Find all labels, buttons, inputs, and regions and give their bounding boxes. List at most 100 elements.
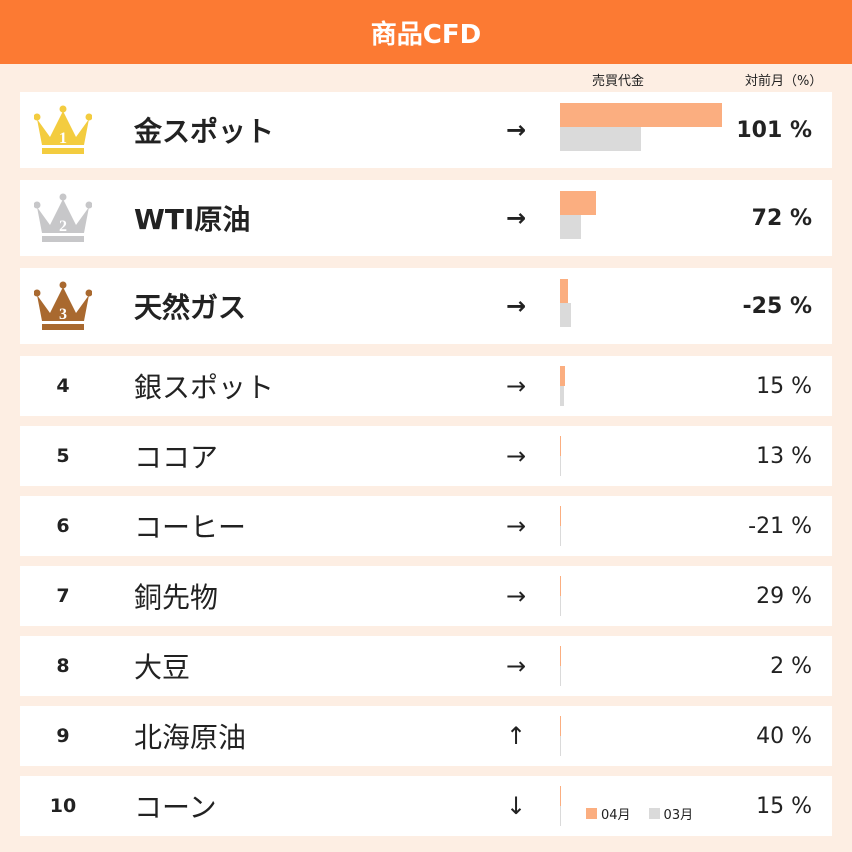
arrow-right-icon: →: [505, 512, 527, 540]
crown-icon: 3: [34, 281, 92, 330]
bar-current-month: [560, 191, 596, 215]
product-name: 金スポット: [134, 115, 275, 148]
bar-current-month: [560, 576, 561, 596]
bar-current-month: [560, 786, 561, 806]
rank-number: 7: [56, 585, 70, 607]
ranking-row: 3 天然ガス → -25 %: [20, 268, 832, 344]
arrow-right-icon: →: [505, 372, 527, 400]
bar-current-month: [560, 646, 561, 666]
volume-bars: [560, 776, 730, 836]
ranking-row: 4 銀スポット → 15 %: [20, 356, 832, 416]
bar-current-month: [560, 436, 561, 456]
arrow-right-icon: →: [505, 582, 527, 610]
rank-number: 1: [59, 130, 67, 147]
mom-percent: 2 %: [770, 653, 812, 679]
volume-bars: [560, 636, 730, 696]
rank-cell: 7: [20, 566, 106, 626]
arrow-up-icon: ↑: [505, 722, 527, 750]
rank-cell: 2: [20, 180, 106, 256]
bar-previous-month: [560, 386, 564, 406]
product-name: 北海原油: [134, 721, 247, 754]
bar-previous-month: [560, 215, 581, 239]
bar-previous-month: [560, 596, 561, 616]
rank-number: 3: [59, 306, 67, 323]
ranking-row: 1 金スポット → 101 %: [20, 92, 832, 168]
mom-percent: 15 %: [756, 793, 812, 819]
bar-current-month: [560, 506, 561, 526]
arrow-right-icon: →: [505, 442, 527, 470]
mom-percent: 13 %: [756, 443, 812, 469]
mom-percent: 15 %: [756, 373, 812, 399]
column-header-volume: 売買代金: [592, 74, 645, 89]
legend-label-previous: 03月: [663, 807, 694, 823]
chart-legend: 04月 03月: [586, 803, 693, 823]
bar-previous-month: [560, 736, 561, 756]
product-name: 天然ガス: [134, 291, 247, 324]
crown-icon: 2: [34, 193, 92, 242]
mom-percent: 40 %: [756, 723, 812, 749]
rank-number: 8: [56, 655, 70, 677]
product-name: コーヒー: [134, 511, 247, 544]
bar-current-month: [560, 716, 561, 736]
rank-number: 5: [56, 445, 70, 467]
ranking-row: 5 ココア → 13 %: [20, 426, 832, 486]
page-title: 商品CFD: [370, 19, 482, 50]
legend-swatch-previous: [648, 807, 660, 819]
crown-icon: 1: [34, 105, 92, 154]
volume-bars: [560, 566, 730, 626]
rank-cell: 3: [20, 268, 106, 344]
volume-bars: [560, 496, 730, 556]
mom-percent: -21 %: [748, 513, 812, 539]
arrow-right-icon: →: [505, 204, 527, 232]
column-header-mom: 対前月（%）: [745, 74, 823, 89]
mom-percent: 72 %: [751, 205, 812, 231]
rank-number: 9: [56, 725, 70, 747]
rank-number: 10: [49, 795, 77, 817]
product-name: WTI原油: [134, 203, 251, 236]
ranking-row: 6 コーヒー → -21 %: [20, 496, 832, 556]
mom-percent: 101 %: [736, 117, 812, 143]
bar-previous-month: [560, 456, 561, 476]
product-name: 大豆: [134, 651, 191, 684]
bar-current-month: [560, 279, 568, 303]
bar-previous-month: [560, 127, 641, 151]
rank-cell: 4: [20, 356, 106, 416]
volume-bars: [560, 706, 730, 766]
rank-number: 2: [59, 218, 67, 235]
product-name: ココア: [134, 441, 219, 474]
arrow-down-icon: ↓: [505, 792, 527, 820]
legend-swatch-current: [586, 807, 597, 819]
rank-number: 4: [56, 375, 70, 397]
ranking-row: 7 銅先物 → 29 %: [20, 566, 832, 626]
volume-bars: [560, 92, 730, 168]
arrow-right-icon: →: [505, 116, 527, 144]
mom-percent: 29 %: [756, 583, 812, 609]
volume-bars: [560, 180, 730, 256]
ranking-row: 8 大豆 → 2 %: [20, 636, 832, 696]
bar-previous-month: [560, 666, 561, 686]
volume-bars: [560, 426, 730, 486]
bar-previous-month: [560, 526, 561, 546]
bar-previous-month: [560, 303, 571, 327]
product-name: コーン: [134, 791, 217, 824]
volume-bars: [560, 268, 730, 344]
rank-cell: 10: [20, 776, 106, 836]
product-name: 銀スポット: [134, 371, 275, 404]
product-name: 銅先物: [134, 581, 219, 614]
bar-current-month: [560, 366, 565, 386]
bar-previous-month: [560, 806, 561, 826]
rank-cell: 1: [20, 92, 106, 168]
page-header: 商品CFD: [0, 0, 852, 64]
ranking-row: 10 コーン ↓ 15 %: [20, 776, 832, 836]
mom-percent: -25 %: [742, 293, 812, 319]
ranking-row: 9 北海原油 ↑ 40 %: [20, 706, 832, 766]
rank-cell: 8: [20, 636, 106, 696]
rank-cell: 9: [20, 706, 106, 766]
bar-current-month: [560, 103, 722, 127]
arrow-right-icon: →: [505, 652, 527, 680]
legend-label-current: 04月: [601, 807, 631, 823]
rank-number: 6: [56, 515, 70, 537]
arrow-right-icon: →: [505, 292, 527, 320]
rank-cell: 6: [20, 496, 106, 556]
volume-bars: [560, 356, 730, 416]
